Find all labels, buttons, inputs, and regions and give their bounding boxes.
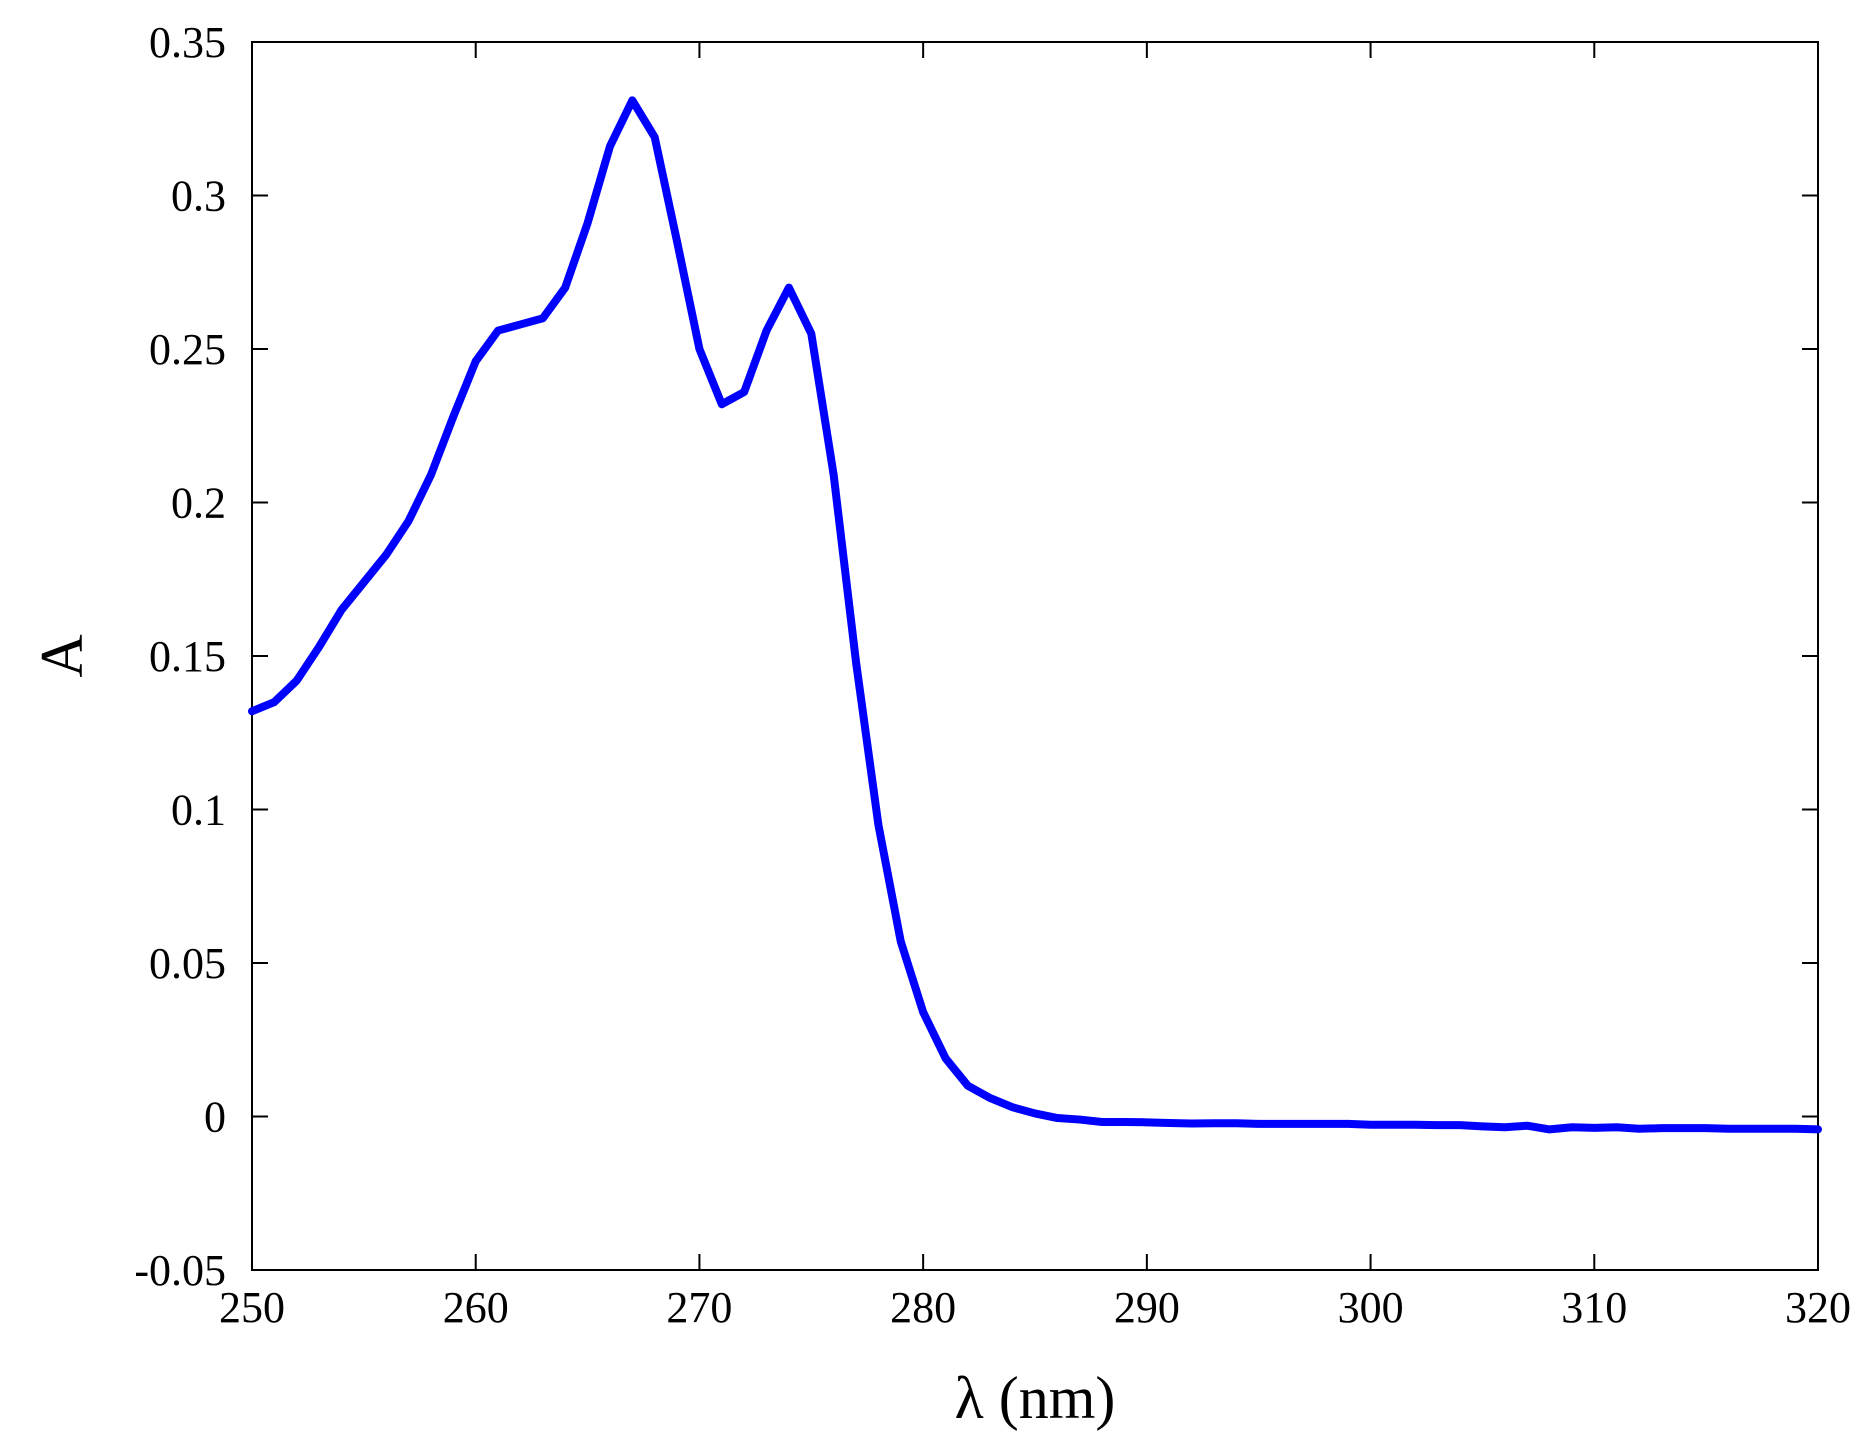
y-axis-title: A [29,634,95,677]
y-tick-label: -0.05 [134,1246,226,1295]
y-tick-label: 0 [204,1093,226,1142]
y-tick-label: 0.1 [171,786,226,835]
axis-ticks [251,41,1819,1271]
y-tick-label: 0.15 [149,632,226,681]
axis-tick-labels: 250 260 270 280 290 300 310 320 -0.05 0 0.05 0.1 0.1… [134,18,1851,1332]
y-tick-label: 0.35 [149,18,226,67]
series-line [248,96,1822,1134]
y-tick-label: 0.2 [171,479,226,528]
x-tick-label: 300 [1338,1283,1404,1332]
x-tick-label: 320 [1785,1283,1851,1332]
y-tick-label: 0.25 [149,325,226,374]
y-tick-label: 0.3 [171,172,226,221]
y-tick-label: 0.05 [149,939,226,988]
x-tick-label: 270 [666,1283,732,1332]
x-tick-label: 310 [1561,1283,1627,1332]
plot-frame [251,41,1819,1271]
x-tick-label: 290 [1114,1283,1180,1332]
x-axis-title: λ (nm) [955,1365,1116,1431]
x-tick-label: 280 [890,1283,956,1332]
x-tick-label: 250 [219,1283,285,1332]
x-tick-label: 260 [443,1283,509,1332]
